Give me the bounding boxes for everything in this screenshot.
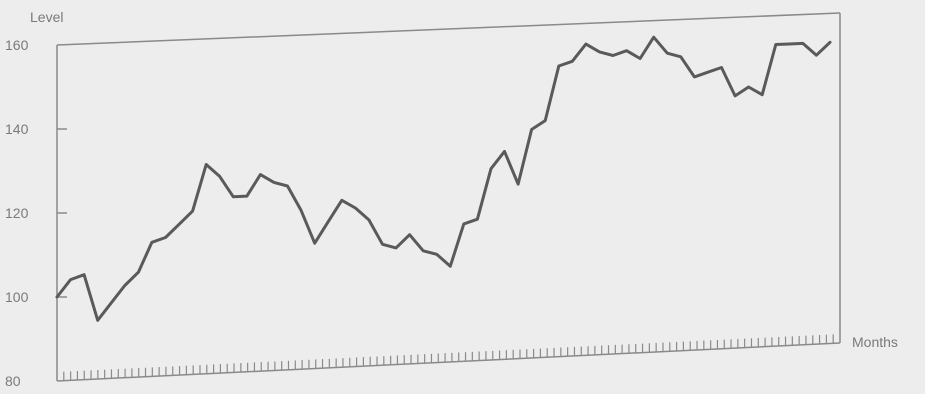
y-axis-ticks: 80 100 120 140 160: [5, 37, 67, 389]
x-axis-ticks: [63, 334, 834, 381]
series-line: [55, 35, 832, 322]
y-tick-label: 120: [5, 205, 29, 221]
x-axis-line: [56, 342, 841, 382]
plot-top-border: [56, 12, 841, 46]
series-layer: [55, 35, 832, 322]
y-axis-label: Level: [30, 9, 63, 25]
y-tick-label: 160: [5, 37, 29, 53]
x-axis-label: Months: [852, 334, 898, 350]
y-tick-label: 80: [5, 373, 21, 389]
y-tick-label: 100: [5, 289, 29, 305]
y-tick-label: 140: [5, 121, 29, 137]
